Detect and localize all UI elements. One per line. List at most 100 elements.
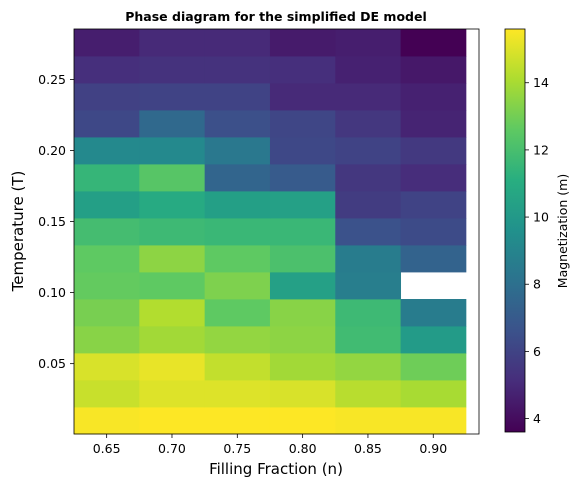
x-axis-ticks: 0.65 0.70 0.75 0.80 0.85 0.90 xyxy=(93,434,447,456)
heatmap-cell xyxy=(335,164,401,191)
heatmap-cell xyxy=(270,299,336,326)
heatmap-cell xyxy=(74,137,140,164)
colorbar xyxy=(505,29,525,432)
heatmap-cell xyxy=(74,83,140,110)
y-axis-ticks: 0.05 0.10 0.15 0.20 0.25 xyxy=(38,72,74,371)
heatmap-cell xyxy=(205,137,271,164)
heatmap-cell xyxy=(74,218,140,245)
heatmap-cell xyxy=(401,407,467,434)
heatmap-cell xyxy=(205,83,271,110)
heatmap-cell xyxy=(270,326,336,353)
heatmap-cell xyxy=(335,29,401,56)
heatmap-cell xyxy=(139,164,205,191)
y-tick-label: 0.25 xyxy=(38,72,66,87)
y-tick-label: 0.20 xyxy=(38,143,66,158)
heatmap-cell xyxy=(74,56,140,83)
heatmap-cell xyxy=(139,272,205,299)
heatmap-cell xyxy=(139,110,205,137)
y-axis-label: Temperature (T) xyxy=(9,171,27,293)
colorbar-tick-label: 8 xyxy=(533,277,541,292)
heatmap-cell xyxy=(74,191,140,218)
heatmap-cell xyxy=(270,245,336,272)
heatmap-cell xyxy=(270,407,336,434)
heatmap-cell xyxy=(401,218,467,245)
y-tick-label: 0.05 xyxy=(38,356,66,371)
heatmap-cell xyxy=(205,353,271,380)
heatmap-cell xyxy=(139,353,205,380)
heatmap-cell xyxy=(139,299,205,326)
heatmap-cell xyxy=(270,110,336,137)
heatmap-cell xyxy=(335,407,401,434)
heatmap-cell xyxy=(205,380,271,407)
heatmap-cell xyxy=(205,245,271,272)
heatmap-cell xyxy=(401,56,467,83)
heatmap-cell xyxy=(270,353,336,380)
colorbar-tick-label: 10 xyxy=(533,210,549,225)
heatmap-cell xyxy=(270,29,336,56)
heatmap-cell xyxy=(401,353,467,380)
heatmap-cell xyxy=(270,218,336,245)
heatmap-cell xyxy=(139,191,205,218)
heatmap-cell xyxy=(74,272,140,299)
heatmap-cell xyxy=(335,110,401,137)
heatmap-cell xyxy=(205,110,271,137)
heatmap-cell xyxy=(74,299,140,326)
y-tick-label: 0.10 xyxy=(38,285,66,300)
heatmap-cell xyxy=(270,191,336,218)
heatmap-cell xyxy=(401,164,467,191)
chart-title: Phase diagram for the simplified DE mode… xyxy=(125,9,427,24)
x-tick-label: 0.75 xyxy=(223,441,251,456)
heatmap-cell xyxy=(401,83,467,110)
heatmap-cell xyxy=(270,56,336,83)
x-tick-label: 0.85 xyxy=(354,441,382,456)
heatmap-cell xyxy=(401,137,467,164)
heatmap-cell xyxy=(74,29,140,56)
heatmap-cell xyxy=(139,56,205,83)
heatmap-cell xyxy=(270,83,336,110)
heatmap-cell xyxy=(401,380,467,407)
heatmap-cell xyxy=(139,218,205,245)
heatmap-cell xyxy=(270,272,336,299)
x-tick-label: 0.90 xyxy=(419,441,447,456)
heatmap-cell xyxy=(335,83,401,110)
x-tick-label: 0.65 xyxy=(93,441,121,456)
heatmap-cell xyxy=(335,326,401,353)
heatmap-cell xyxy=(401,110,467,137)
heatmap-cell xyxy=(335,245,401,272)
heatmap-cell xyxy=(205,407,271,434)
heatmap-cell xyxy=(74,245,140,272)
heatmap-cell xyxy=(205,326,271,353)
heatmap-cell xyxy=(270,164,336,191)
heatmap-cell xyxy=(74,326,140,353)
heatmap-cell xyxy=(74,353,140,380)
heatmap-cell xyxy=(335,380,401,407)
heatmap-cell xyxy=(139,245,205,272)
heatmap-cell xyxy=(139,83,205,110)
heatmap-cell xyxy=(205,164,271,191)
heatmap-cell xyxy=(139,407,205,434)
heatmap-cell xyxy=(401,299,467,326)
heatmap-cell xyxy=(74,164,140,191)
heatmap-cell xyxy=(401,191,467,218)
heatmap-cell xyxy=(205,29,271,56)
heatmap-cell xyxy=(205,218,271,245)
heatmap-cell xyxy=(401,245,467,272)
colorbar-tick-label: 14 xyxy=(533,75,549,90)
heatmap-cell xyxy=(205,299,271,326)
heatmap-cell xyxy=(335,272,401,299)
y-tick-label: 0.15 xyxy=(38,214,66,229)
heatmap-cell xyxy=(335,218,401,245)
colorbar-label: Magnetization (m) xyxy=(555,174,570,288)
heatmap-cell xyxy=(335,299,401,326)
heatmap-cells xyxy=(74,29,466,434)
colorbar-tick-label: 4 xyxy=(533,411,541,426)
heatmap-cell xyxy=(205,56,271,83)
x-tick-label: 0.70 xyxy=(158,441,186,456)
heatmap-cell xyxy=(139,29,205,56)
heatmap-cell xyxy=(205,191,271,218)
x-tick-label: 0.80 xyxy=(289,441,317,456)
heatmap-cell xyxy=(401,326,467,353)
heatmap-cell xyxy=(74,110,140,137)
heatmap-cell xyxy=(270,380,336,407)
